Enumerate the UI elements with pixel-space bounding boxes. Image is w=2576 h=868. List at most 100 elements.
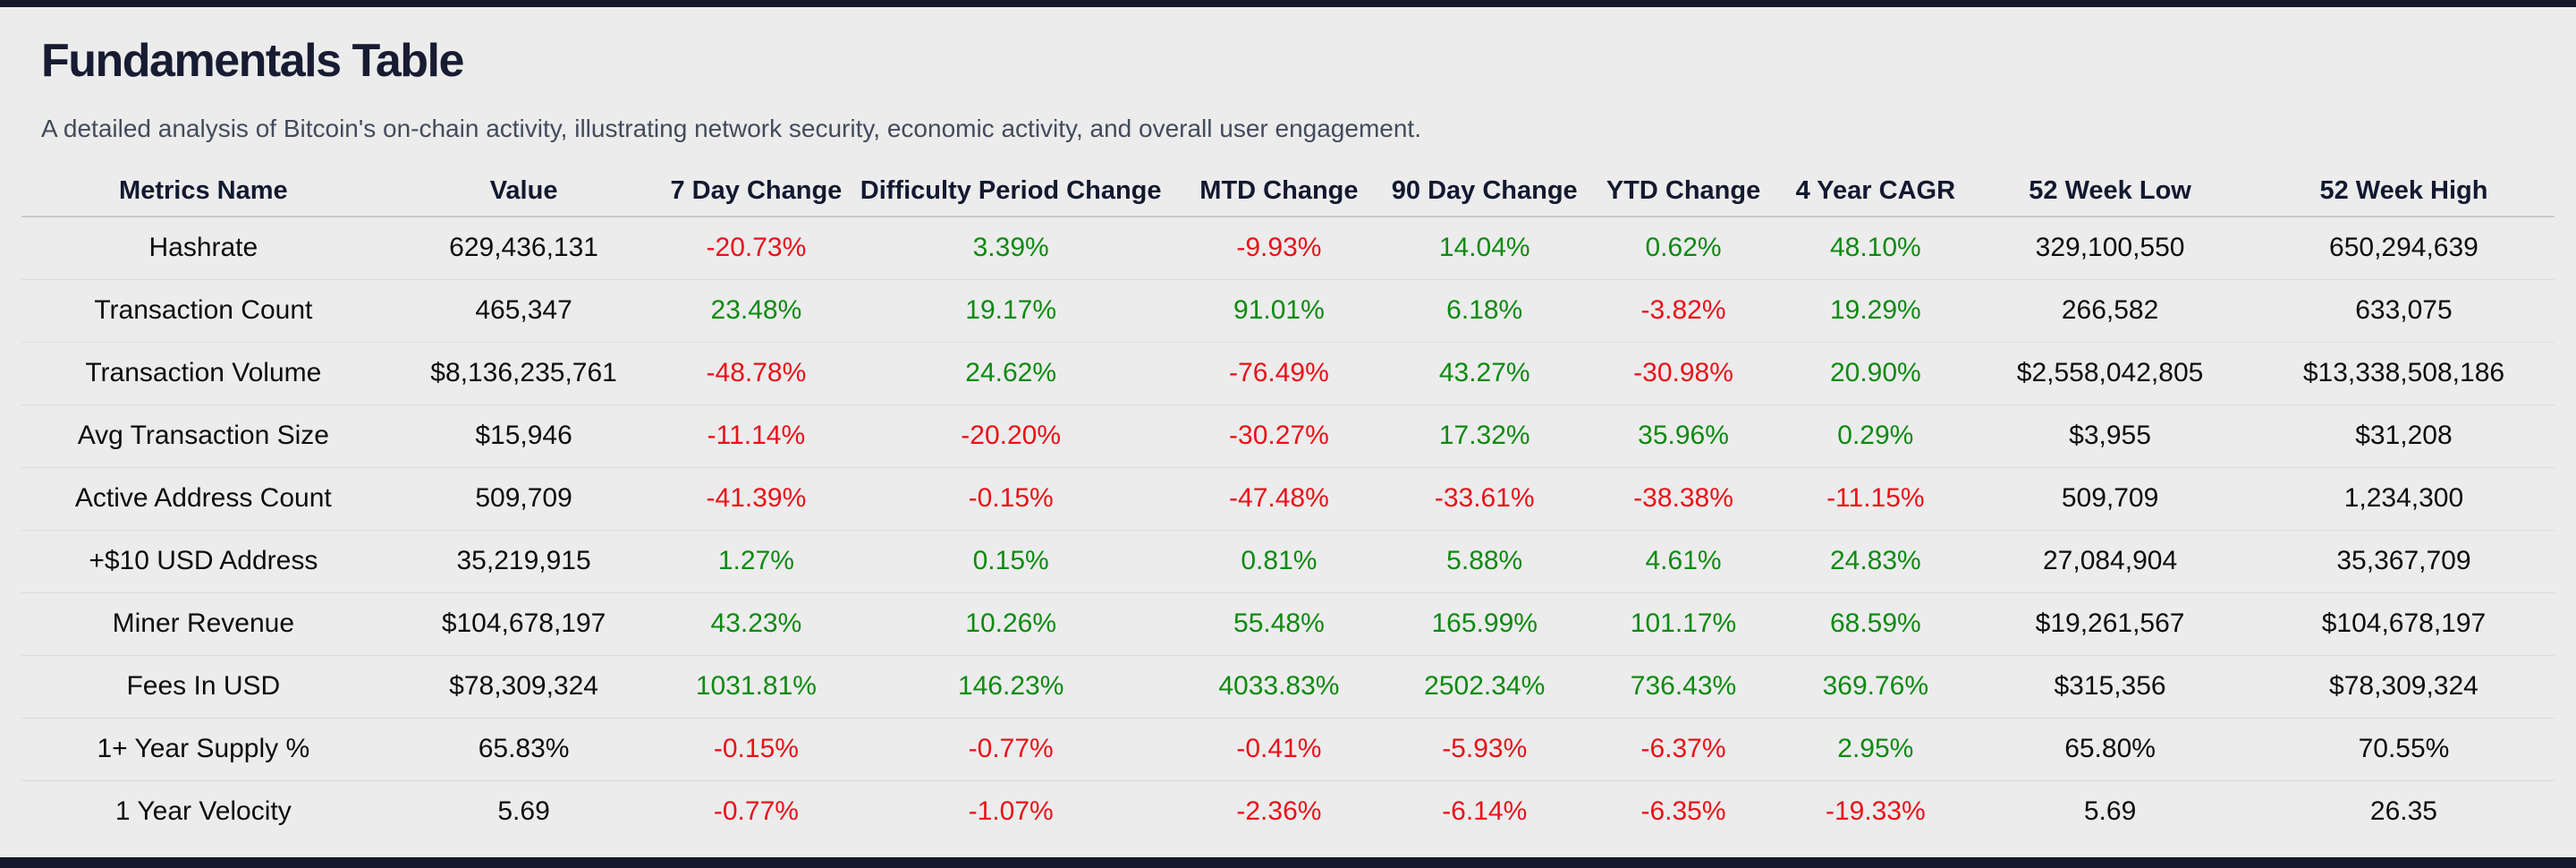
cell-52-week-low: $2,558,042,805 (1967, 341, 2253, 404)
cell-52-week-high: $31,208 (2252, 404, 2555, 467)
cell-change: -30.98% (1582, 341, 1784, 404)
cell-metric-name: 1+ Year Supply % (21, 717, 386, 780)
cell-change: -48.78% (662, 341, 851, 404)
cell-value: 5.69 (385, 779, 663, 843)
cell-change: 2502.34% (1385, 654, 1583, 718)
cell-52-week-low: 5.69 (1967, 779, 2253, 843)
cell-change: 1.27% (662, 529, 851, 592)
cell-metric-name: Hashrate (148, 233, 258, 263)
cell-change: -11.15% (1784, 466, 1968, 530)
cell-change: -3.82% (1582, 278, 1784, 342)
cell-change: 2.95% (1784, 717, 1968, 780)
cell-52-week-high: 70.55% (2252, 717, 2555, 780)
cell-52-week-high: 633,075 (2252, 278, 2555, 342)
cell-52-week-low: 329,100,550 (2035, 233, 2185, 263)
cell-change: 14.04% (1438, 233, 1530, 263)
cell-value: 509,709 (385, 466, 663, 530)
cell-change: 369.76% (1784, 654, 1968, 718)
cell-change: 24.83% (1784, 529, 1968, 592)
cell-change: -0.77% (662, 779, 851, 843)
column-header-difficulty-period-change: Difficulty Period Change (850, 166, 1172, 217)
cell-52-week-high: 650,294,639 (2329, 233, 2479, 263)
cell-52-week-low: 65.80% (1967, 717, 2253, 780)
cell-change: 35.96% (1582, 404, 1784, 467)
cell-change: 101.17% (1582, 591, 1784, 655)
cell-change: -2.36% (1171, 779, 1386, 843)
cell-change: -9.93% (1236, 233, 1322, 263)
page-subtitle: A detailed analysis of Bitcoin's on-chai… (41, 115, 1421, 142)
cell-change: -41.39% (662, 466, 851, 530)
cell-metric-name: 1 Year Velocity (21, 779, 386, 843)
cell-change: 146.23% (850, 654, 1172, 718)
cell-change: -0.77% (850, 717, 1172, 780)
cell-change: 48.10% (1829, 233, 1921, 263)
cell-52-week-high: $78,309,324 (2252, 654, 2555, 718)
cell-52-week-high: 35,367,709 (2252, 529, 2555, 592)
cell-change: -38.38% (1582, 466, 1784, 530)
cell-change: 68.59% (1784, 591, 1968, 655)
column-header-metrics-name: Metrics Name (21, 166, 386, 217)
cell-change: -76.49% (1171, 341, 1386, 404)
cell-52-week-low: $315,356 (1967, 654, 2253, 718)
cell-change: 55.48% (1171, 591, 1386, 655)
cell-change: 165.99% (1385, 591, 1583, 655)
cell-metric-name: Active Address Count (21, 466, 386, 530)
cell-metric-name: Fees In USD (21, 654, 386, 718)
column-header-52-week-high: 52 Week High (2252, 166, 2555, 217)
cell-value: $15,946 (385, 404, 663, 467)
cell-change: -11.14% (662, 404, 851, 467)
page-title: Fundamentals Table (41, 35, 464, 87)
table-row: Hashrate 629,436,131 -20.73% 3.39% -9.93% 14.… (21, 217, 2555, 279)
cell-change: -1.07% (850, 779, 1172, 843)
table-row: Miner Revenue $104,678,197 43.23% 10.26% 55.… (21, 591, 2555, 655)
column-header-52-week-low: 52 Week Low (1967, 166, 2253, 217)
cell-value: $78,309,324 (385, 654, 663, 718)
cell-change: -5.93% (1385, 717, 1583, 780)
cell-change: 0.15% (850, 529, 1172, 592)
cell-52-week-high: $13,338,508,186 (2252, 341, 2555, 404)
table-row: 1+ Year Supply % 65.83% -0.15% -0.77% -0.41%… (21, 717, 2555, 780)
cell-change: -47.48% (1171, 466, 1386, 530)
cell-change: 19.17% (850, 278, 1172, 342)
cell-value: $104,678,197 (385, 591, 663, 655)
cell-change: -0.15% (662, 717, 851, 780)
column-header-4-year-cagr: 4 Year CAGR (1784, 166, 1968, 217)
cell-52-week-low: $3,955 (1967, 404, 2253, 467)
table-row: 1 Year Velocity 5.69 -0.77% -1.07% -2.36% -6.… (21, 779, 2555, 843)
cell-change: 0.81% (1171, 529, 1386, 592)
cell-change: -0.15% (850, 466, 1172, 530)
cell-52-week-high: $104,678,197 (2252, 591, 2555, 655)
cell-change: 0.62% (1645, 233, 1722, 263)
table-row: Transaction Count 465,347 23.48% 19.17% 91.0… (21, 278, 2555, 342)
cell-change: -0.41% (1171, 717, 1386, 780)
cell-52-week-high: 26.35 (2252, 779, 2555, 843)
table-row: Transaction Volume $8,136,235,761 -48.78% 2… (21, 341, 2555, 404)
cell-value: 35,219,915 (385, 529, 663, 592)
cell-change: 5.88% (1385, 529, 1583, 592)
cell-change: 91.01% (1171, 278, 1386, 342)
fundamentals-table: Metrics Name Value 7 Day Change Difficulty … (21, 166, 2555, 843)
cell-change: -33.61% (1385, 466, 1583, 530)
cell-change: 43.23% (662, 591, 851, 655)
cell-52-week-low: $19,261,567 (1967, 591, 2253, 655)
cell-change: 17.32% (1385, 404, 1583, 467)
cell-change: 0.29% (1784, 404, 1968, 467)
cell-change: -20.73% (706, 233, 807, 263)
column-header-ytd-change: YTD Change (1582, 166, 1784, 217)
cell-metric-name: Transaction Volume (21, 341, 386, 404)
cell-metric-name: Miner Revenue (21, 591, 386, 655)
table-row: Avg Transaction Size $15,946 -11.14% -20.20… (21, 404, 2555, 467)
table-row: Fees In USD $78,309,324 1031.81% 146.23% 403… (21, 654, 2555, 718)
cell-change: -6.37% (1582, 717, 1784, 780)
page-background: Fundamentals Table A detailed analysis o… (0, 7, 2576, 857)
cell-52-week-high: 1,234,300 (2252, 466, 2555, 530)
cell-value: 629,436,131 (449, 233, 598, 263)
cell-change: 19.29% (1784, 278, 1968, 342)
cell-52-week-low: 27,084,904 (1967, 529, 2253, 592)
column-header-90-day-change: 90 Day Change (1385, 166, 1583, 217)
cell-value: $8,136,235,761 (385, 341, 663, 404)
cell-change: -19.33% (1784, 779, 1968, 843)
cell-value: 65.83% (385, 717, 663, 780)
column-header-mtd-change: MTD Change (1171, 166, 1386, 217)
cell-change: 736.43% (1582, 654, 1784, 718)
